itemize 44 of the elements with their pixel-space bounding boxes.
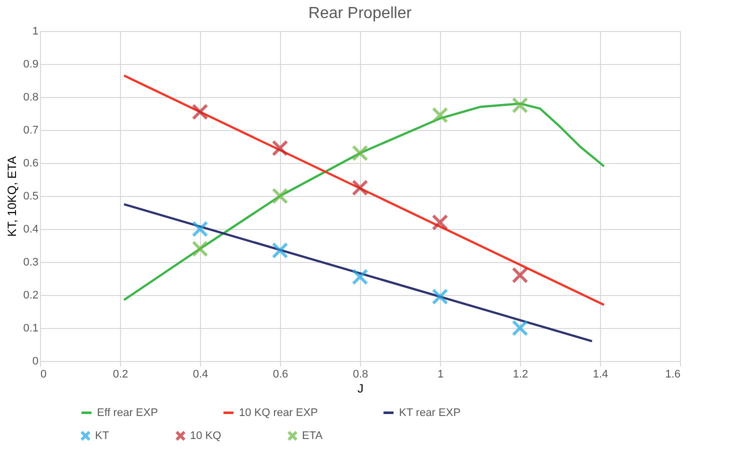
point: [512, 320, 528, 336]
x-tick-label: 0: [40, 368, 47, 380]
legend-label: ETA: [302, 430, 324, 442]
point: [432, 106, 448, 124]
y-tick-label: 0.8: [23, 92, 38, 104]
x-tick-label: 0.8: [352, 368, 368, 380]
legend-label: Eff rear EXP: [97, 406, 158, 419]
x-tick-label: 1.4: [592, 368, 608, 380]
chart-title: Rear Propeller: [308, 5, 412, 22]
y-tick-label: 0.7: [23, 124, 38, 136]
x-tick-label: 1.2: [512, 368, 528, 380]
point: [272, 242, 288, 259]
y-tick-label: 1: [32, 26, 38, 38]
point: [432, 288, 448, 305]
y-tick-label: 0.5: [23, 190, 38, 202]
point: [192, 220, 208, 238]
y-axis-title: KT, 10KQ, ETA: [5, 156, 20, 237]
legend-label: 10 KQ: [190, 430, 222, 442]
y-tick-label: 0.1: [23, 322, 38, 334]
point: [192, 240, 208, 258]
x-tick-label: 0.2: [112, 368, 128, 380]
point: [272, 188, 288, 204]
x-axis-title: J: [358, 382, 364, 396]
legend-label: 10 KQ rear EXP: [239, 406, 318, 419]
point: [192, 104, 208, 120]
point: [352, 144, 368, 162]
point: [272, 140, 288, 156]
y-tick-label: 0.6: [23, 158, 38, 170]
legend-label: KT rear EXP: [399, 406, 461, 419]
y-tick-label: 0.3: [23, 256, 38, 268]
x-tick-label: 0.4: [192, 368, 208, 380]
point: [512, 97, 528, 114]
point: [432, 214, 448, 231]
y-tick-label: 0: [32, 356, 38, 368]
y-tick-label: 0.2: [23, 290, 38, 302]
legend-label: KT: [95, 430, 110, 442]
y-tick-label: 0.4: [23, 224, 38, 236]
x-tick-label: 0.6: [272, 368, 288, 380]
y-tick-label: 0.9: [23, 58, 38, 70]
x-tick-label: 1.6: [665, 368, 680, 380]
point: [512, 266, 528, 284]
x-tick-label: 1: [437, 368, 444, 380]
point: [352, 180, 368, 196]
point: [352, 268, 368, 286]
